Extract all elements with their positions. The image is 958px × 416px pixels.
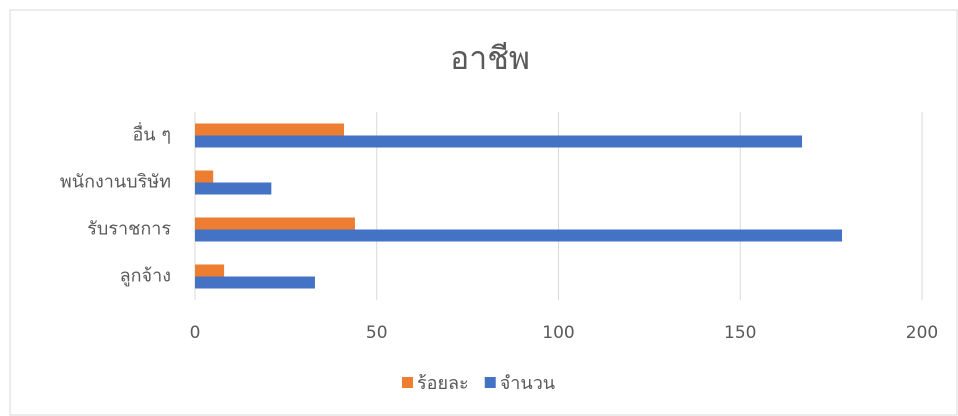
- y-tick-label: ลูกจ้าง: [120, 266, 171, 287]
- y-tick-label: พนักงานบริษัท: [60, 172, 171, 193]
- x-tick-label: 100: [542, 323, 574, 343]
- bar: [195, 123, 345, 136]
- x-tick-label: 200: [906, 323, 938, 343]
- legend-swatch: [484, 377, 496, 388]
- bar: [195, 264, 225, 277]
- chart-title: อาชีพ: [450, 39, 530, 77]
- x-tick-label: 150: [724, 323, 756, 343]
- chart-border: [9, 9, 958, 416]
- y-tick-label: รับราชการ: [87, 219, 171, 240]
- x-tick-label: 0: [190, 323, 201, 343]
- bar: [195, 229, 843, 242]
- bar: [195, 135, 803, 148]
- legend-swatch: [402, 377, 413, 388]
- bar: [195, 182, 272, 195]
- bar: [195, 170, 214, 183]
- legend-label: จำนวน: [500, 373, 555, 394]
- x-tick-label: 50: [366, 323, 388, 343]
- y-tick-label: อื่น ๆ: [132, 122, 171, 146]
- legend-label: ร้อยละ: [417, 373, 469, 394]
- bar: [195, 276, 315, 289]
- bar: [195, 217, 355, 230]
